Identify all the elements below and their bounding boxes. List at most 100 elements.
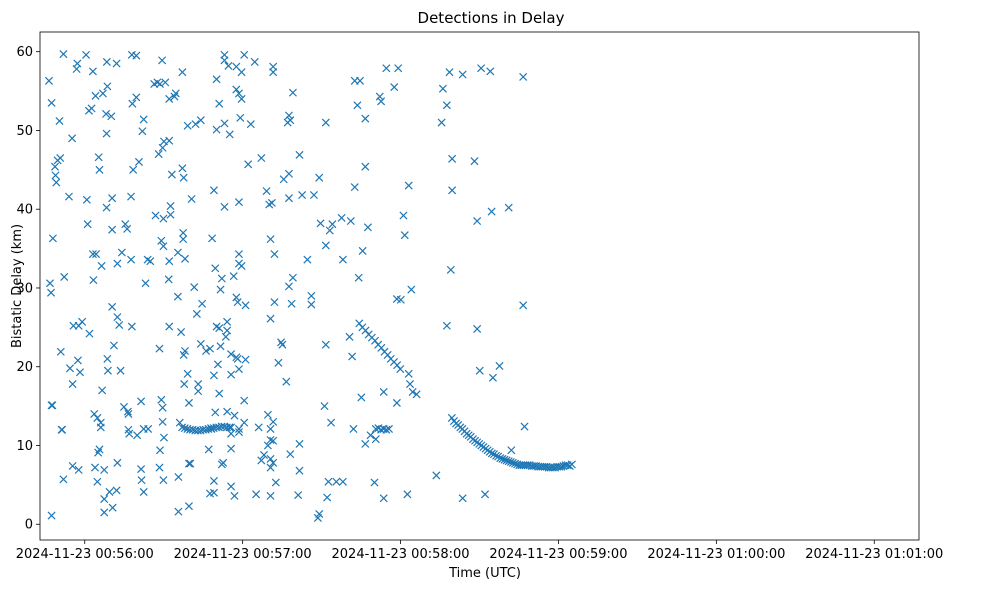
x-axis-title: Time (UTC) <box>448 566 521 581</box>
data-point <box>108 503 117 512</box>
data-point <box>158 56 167 65</box>
data-point <box>158 417 167 426</box>
data-point <box>155 446 165 455</box>
data-point <box>519 72 528 81</box>
data-point <box>230 491 239 500</box>
data-point <box>196 116 205 125</box>
data-point <box>227 482 236 491</box>
data-point <box>144 424 153 433</box>
data-point <box>216 342 225 351</box>
data-point <box>520 422 529 431</box>
data-point <box>164 275 173 284</box>
data-point <box>183 121 192 130</box>
data-point <box>221 332 230 341</box>
data-point <box>158 143 167 152</box>
data-point <box>445 68 454 77</box>
data-point <box>179 235 188 244</box>
data-point <box>403 490 412 499</box>
x-tick-label: 2024-11-23 00:56:00 <box>16 547 154 562</box>
data-point <box>269 62 278 71</box>
data-point <box>495 361 504 370</box>
data-point <box>266 463 275 472</box>
data-point <box>100 465 109 474</box>
data-point <box>211 408 220 417</box>
data-point <box>486 67 495 76</box>
data-point <box>287 299 296 308</box>
data-point <box>237 94 246 103</box>
data-point <box>73 356 82 365</box>
x-tick-label: 2024-11-23 01:01:00 <box>805 547 943 562</box>
data-point <box>190 283 199 292</box>
data-point <box>93 477 102 486</box>
data-point <box>82 50 91 59</box>
data-point <box>269 436 278 445</box>
data-point <box>184 459 193 468</box>
data-point <box>234 424 243 433</box>
data-point <box>201 425 210 434</box>
data-point <box>179 228 188 237</box>
data-point <box>97 261 106 270</box>
data-point <box>47 288 56 297</box>
y-tick-label: 60 <box>16 45 33 60</box>
data-point <box>89 276 98 285</box>
data-point <box>68 380 77 389</box>
data-point <box>232 85 241 94</box>
data-point <box>371 435 380 444</box>
data-point <box>230 411 239 420</box>
data-point <box>257 456 266 465</box>
data-point <box>284 282 293 291</box>
data-point <box>284 169 293 178</box>
data-point <box>298 191 307 200</box>
data-point <box>266 314 275 323</box>
data-point <box>155 463 164 472</box>
data-point <box>132 93 141 102</box>
data-point <box>177 328 186 337</box>
data-point <box>98 89 107 98</box>
data-point <box>266 235 275 244</box>
data-point <box>504 457 513 466</box>
data-point <box>159 242 168 251</box>
y-tick-label: 10 <box>16 439 33 454</box>
data-point <box>103 354 112 363</box>
data-point <box>229 272 238 281</box>
data-point <box>246 120 255 129</box>
data-point <box>438 84 447 93</box>
data-point <box>219 458 228 467</box>
data-point <box>303 255 312 264</box>
data-point <box>241 301 250 310</box>
data-point <box>171 89 180 98</box>
data-point <box>165 136 174 145</box>
data-point <box>244 160 253 169</box>
data-point <box>205 344 215 353</box>
data-point <box>338 477 347 486</box>
data-point <box>192 309 201 318</box>
data-point <box>45 279 55 288</box>
data-point <box>355 76 365 85</box>
data-point <box>400 231 409 240</box>
data-point <box>458 494 467 503</box>
data-markers <box>44 50 576 522</box>
data-point <box>257 153 266 163</box>
data-point <box>348 352 357 361</box>
data-point <box>95 165 104 174</box>
data-point <box>165 94 174 103</box>
data-point <box>157 236 166 245</box>
data-point <box>269 417 278 426</box>
data-point <box>47 98 56 107</box>
data-point <box>267 198 276 207</box>
data-point <box>309 191 318 200</box>
y-tick-label: 0 <box>25 518 33 533</box>
data-point <box>44 76 53 85</box>
data-point <box>282 377 291 386</box>
data-point <box>234 428 243 437</box>
data-point <box>507 446 516 455</box>
data-point <box>202 346 211 356</box>
data-point <box>134 157 143 166</box>
y-axis-title: Bistatic Delay (km) <box>10 224 25 348</box>
data-point <box>112 59 121 68</box>
data-point <box>349 424 358 433</box>
data-point <box>209 476 218 485</box>
data-point <box>361 162 370 171</box>
data-point <box>263 410 272 419</box>
